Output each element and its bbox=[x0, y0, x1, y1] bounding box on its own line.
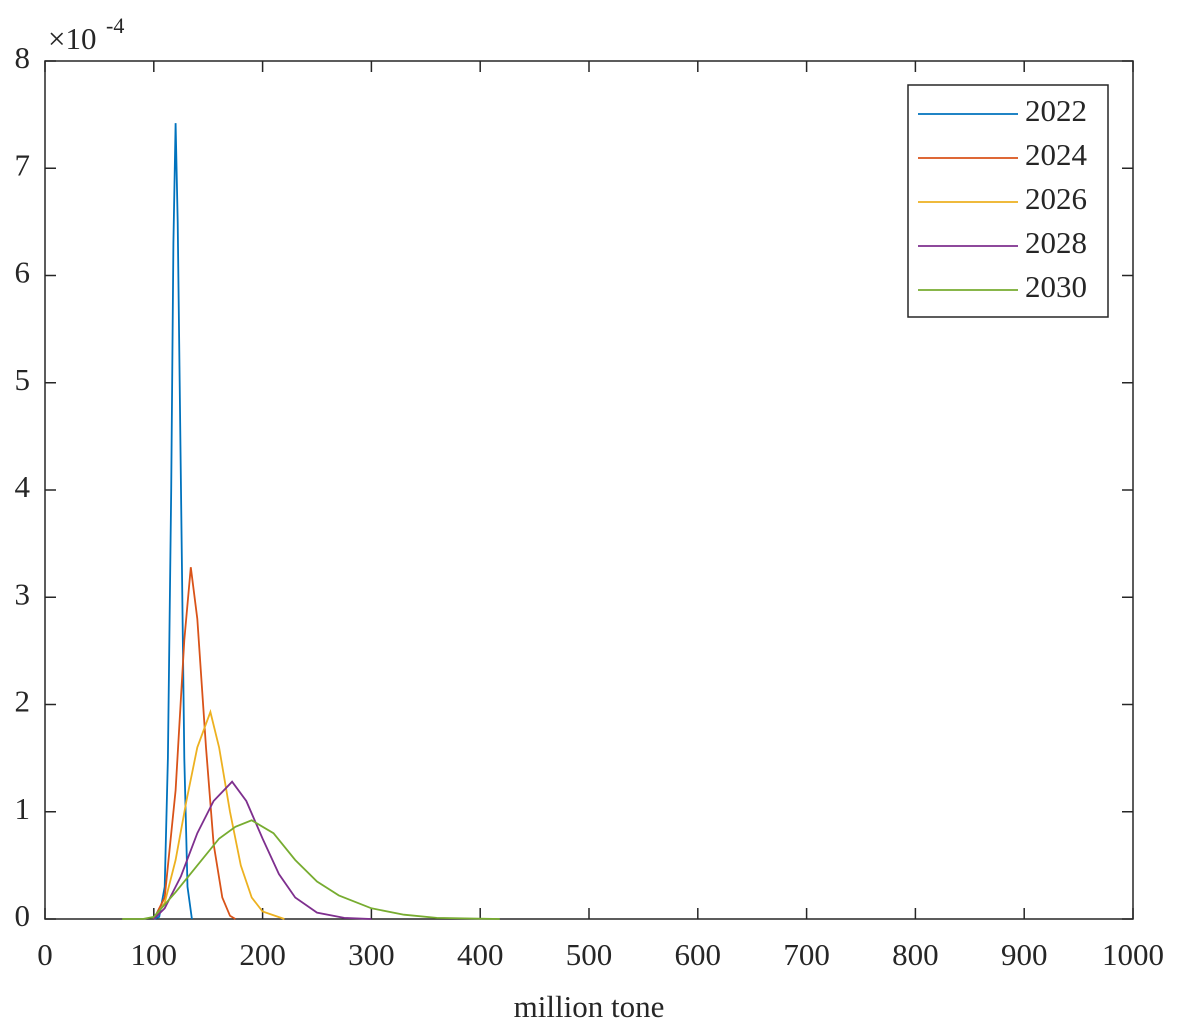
x-tick-label: 1000 bbox=[1102, 937, 1164, 972]
series-line bbox=[153, 780, 372, 920]
x-tick-label: 700 bbox=[783, 937, 830, 972]
x-axis-label: million tone bbox=[514, 989, 665, 1024]
y-scale-exponent: -4 bbox=[106, 13, 124, 38]
x-tick-label: 800 bbox=[892, 937, 939, 972]
y-tick-label: 3 bbox=[15, 576, 31, 611]
x-tick-label: 600 bbox=[675, 937, 722, 972]
y-tick-label: 6 bbox=[15, 255, 31, 290]
series-line bbox=[153, 123, 193, 920]
x-tick-label: 900 bbox=[1001, 937, 1048, 972]
legend-label: 2022 bbox=[1025, 93, 1087, 128]
x-tick-label: 500 bbox=[566, 937, 613, 972]
legend-box bbox=[907, 84, 1109, 318]
legend-label: 2030 bbox=[1025, 269, 1087, 304]
x-tick-label: 300 bbox=[348, 937, 395, 972]
x-tick-label: 0 bbox=[37, 937, 53, 972]
y-tick-label: 5 bbox=[15, 362, 31, 397]
y-tick-label: 4 bbox=[15, 469, 31, 504]
series-line bbox=[122, 819, 500, 920]
y-tick-label: 1 bbox=[15, 791, 31, 826]
y-scale-label: ×10 bbox=[48, 21, 96, 56]
legend-label: 2024 bbox=[1025, 137, 1088, 172]
y-tick-label: 7 bbox=[15, 147, 31, 182]
y-tick-label: 0 bbox=[15, 898, 31, 933]
x-tick-label: 100 bbox=[131, 937, 178, 972]
legend-label: 2028 bbox=[1025, 225, 1087, 260]
series-line bbox=[153, 708, 285, 920]
series-line bbox=[152, 567, 236, 920]
y-tick-label: 2 bbox=[15, 684, 31, 719]
x-tick-label: 200 bbox=[239, 937, 286, 972]
legend-label: 2026 bbox=[1025, 181, 1087, 216]
y-tick-label: 8 bbox=[15, 40, 31, 75]
x-tick-label: 400 bbox=[457, 937, 504, 972]
